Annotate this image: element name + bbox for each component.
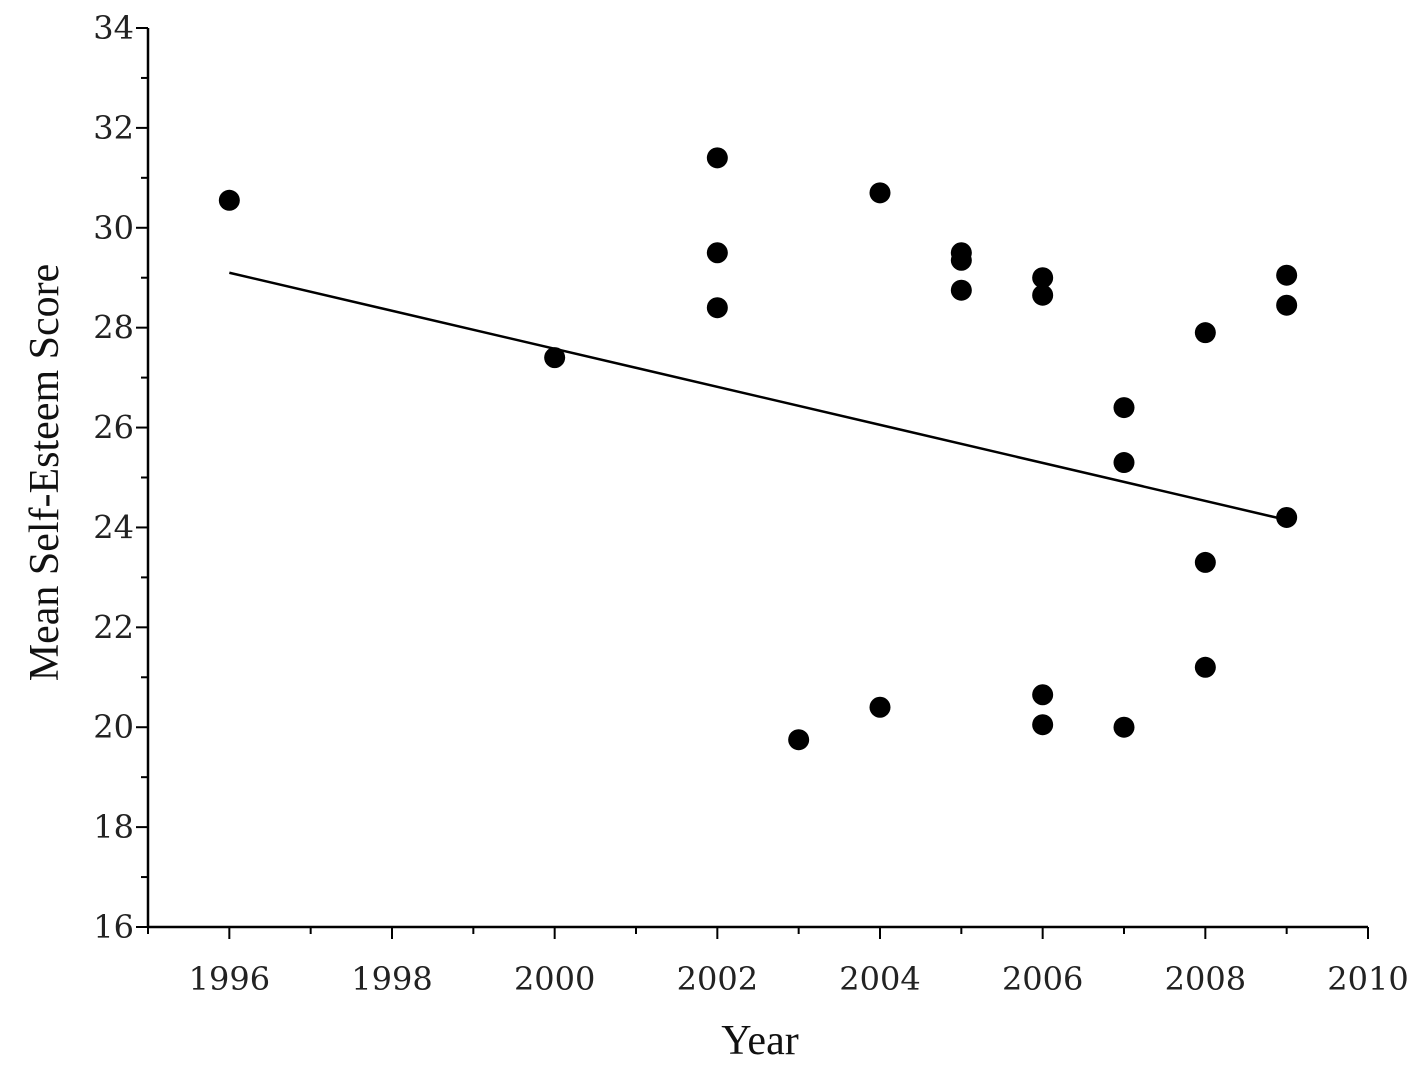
x-tick-label: 1998 <box>351 960 432 998</box>
y-tick-label: 32 <box>93 109 134 147</box>
y-tick-label: 20 <box>93 708 134 746</box>
data-point <box>218 189 240 211</box>
data-point <box>1276 264 1298 286</box>
x-axis-title: Year <box>721 1018 798 1064</box>
data-point <box>1113 452 1135 474</box>
data-point <box>950 249 972 271</box>
data-point <box>706 147 728 169</box>
axes <box>146 28 1368 929</box>
data-point <box>788 729 810 751</box>
data-points <box>218 147 1298 751</box>
data-point <box>1032 284 1054 306</box>
data-point <box>1276 506 1298 528</box>
y-tick-label: 24 <box>93 508 134 546</box>
y-tick-label: 16 <box>93 908 134 946</box>
data-point <box>1032 267 1054 289</box>
data-point <box>1113 397 1135 419</box>
data-point <box>1113 716 1135 738</box>
y-tick-label: 28 <box>93 309 134 347</box>
y-axis-title: Mean Self-Esteem Score <box>22 264 68 682</box>
y-axis-ticks: 16 18 20 22 24 26 28 30 32 34 <box>93 9 148 946</box>
x-tick-label: 2008 <box>1165 960 1246 998</box>
trend-line <box>229 271 1287 522</box>
x-tick-label: 2010 <box>1327 960 1408 998</box>
data-point <box>1032 684 1054 706</box>
y-tick-label: 30 <box>93 209 134 247</box>
y-tick-label: 22 <box>93 608 134 646</box>
data-point <box>869 182 891 204</box>
data-point <box>950 279 972 301</box>
x-tick-label: 1996 <box>189 960 270 998</box>
y-tick-label: 26 <box>93 409 134 447</box>
x-axis-ticks: 1996 1998 2000 2002 2004 2006 2008 2010 <box>147 927 1409 998</box>
y-tick-label: 18 <box>93 808 134 846</box>
data-point <box>706 242 728 264</box>
y-tick-label: 34 <box>93 9 134 47</box>
data-point <box>1194 656 1216 678</box>
data-point <box>1194 551 1216 573</box>
data-point <box>544 347 566 369</box>
data-point <box>1276 294 1298 316</box>
x-tick-label: 2002 <box>677 960 758 998</box>
x-tick-label: 2004 <box>839 960 920 998</box>
data-point <box>1194 322 1216 344</box>
x-tick-label: 2006 <box>1002 960 1083 998</box>
data-point <box>869 696 891 718</box>
x-tick-label: 2000 <box>514 960 595 998</box>
data-point <box>706 297 728 319</box>
data-point <box>1032 714 1054 736</box>
